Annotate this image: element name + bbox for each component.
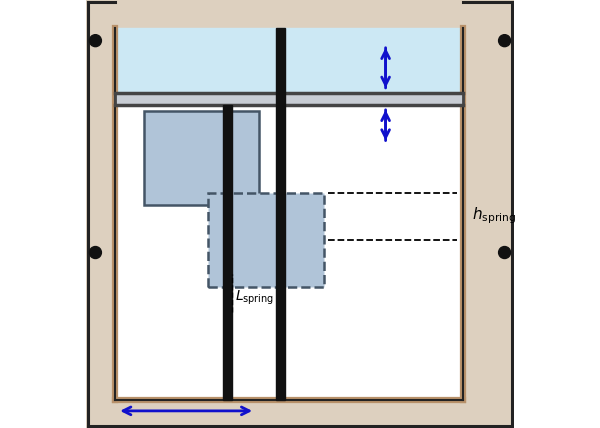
Bar — [115, 93, 463, 105]
Bar — [277, 28, 285, 400]
Circle shape — [89, 35, 101, 47]
Bar — [463, 0, 514, 428]
Bar — [208, 193, 323, 287]
Circle shape — [89, 247, 101, 259]
Text: $L_\mathregular{spring}$: $L_\mathregular{spring}$ — [235, 289, 274, 307]
Bar — [144, 111, 259, 205]
Bar — [115, 28, 463, 93]
Bar — [86, 0, 115, 428]
Circle shape — [499, 35, 511, 47]
Circle shape — [499, 247, 511, 259]
Bar — [86, 400, 514, 428]
Bar — [223, 105, 232, 400]
Text: $h_\mathregular{spring}$: $h_\mathregular{spring}$ — [472, 206, 516, 226]
Bar — [115, 105, 463, 400]
